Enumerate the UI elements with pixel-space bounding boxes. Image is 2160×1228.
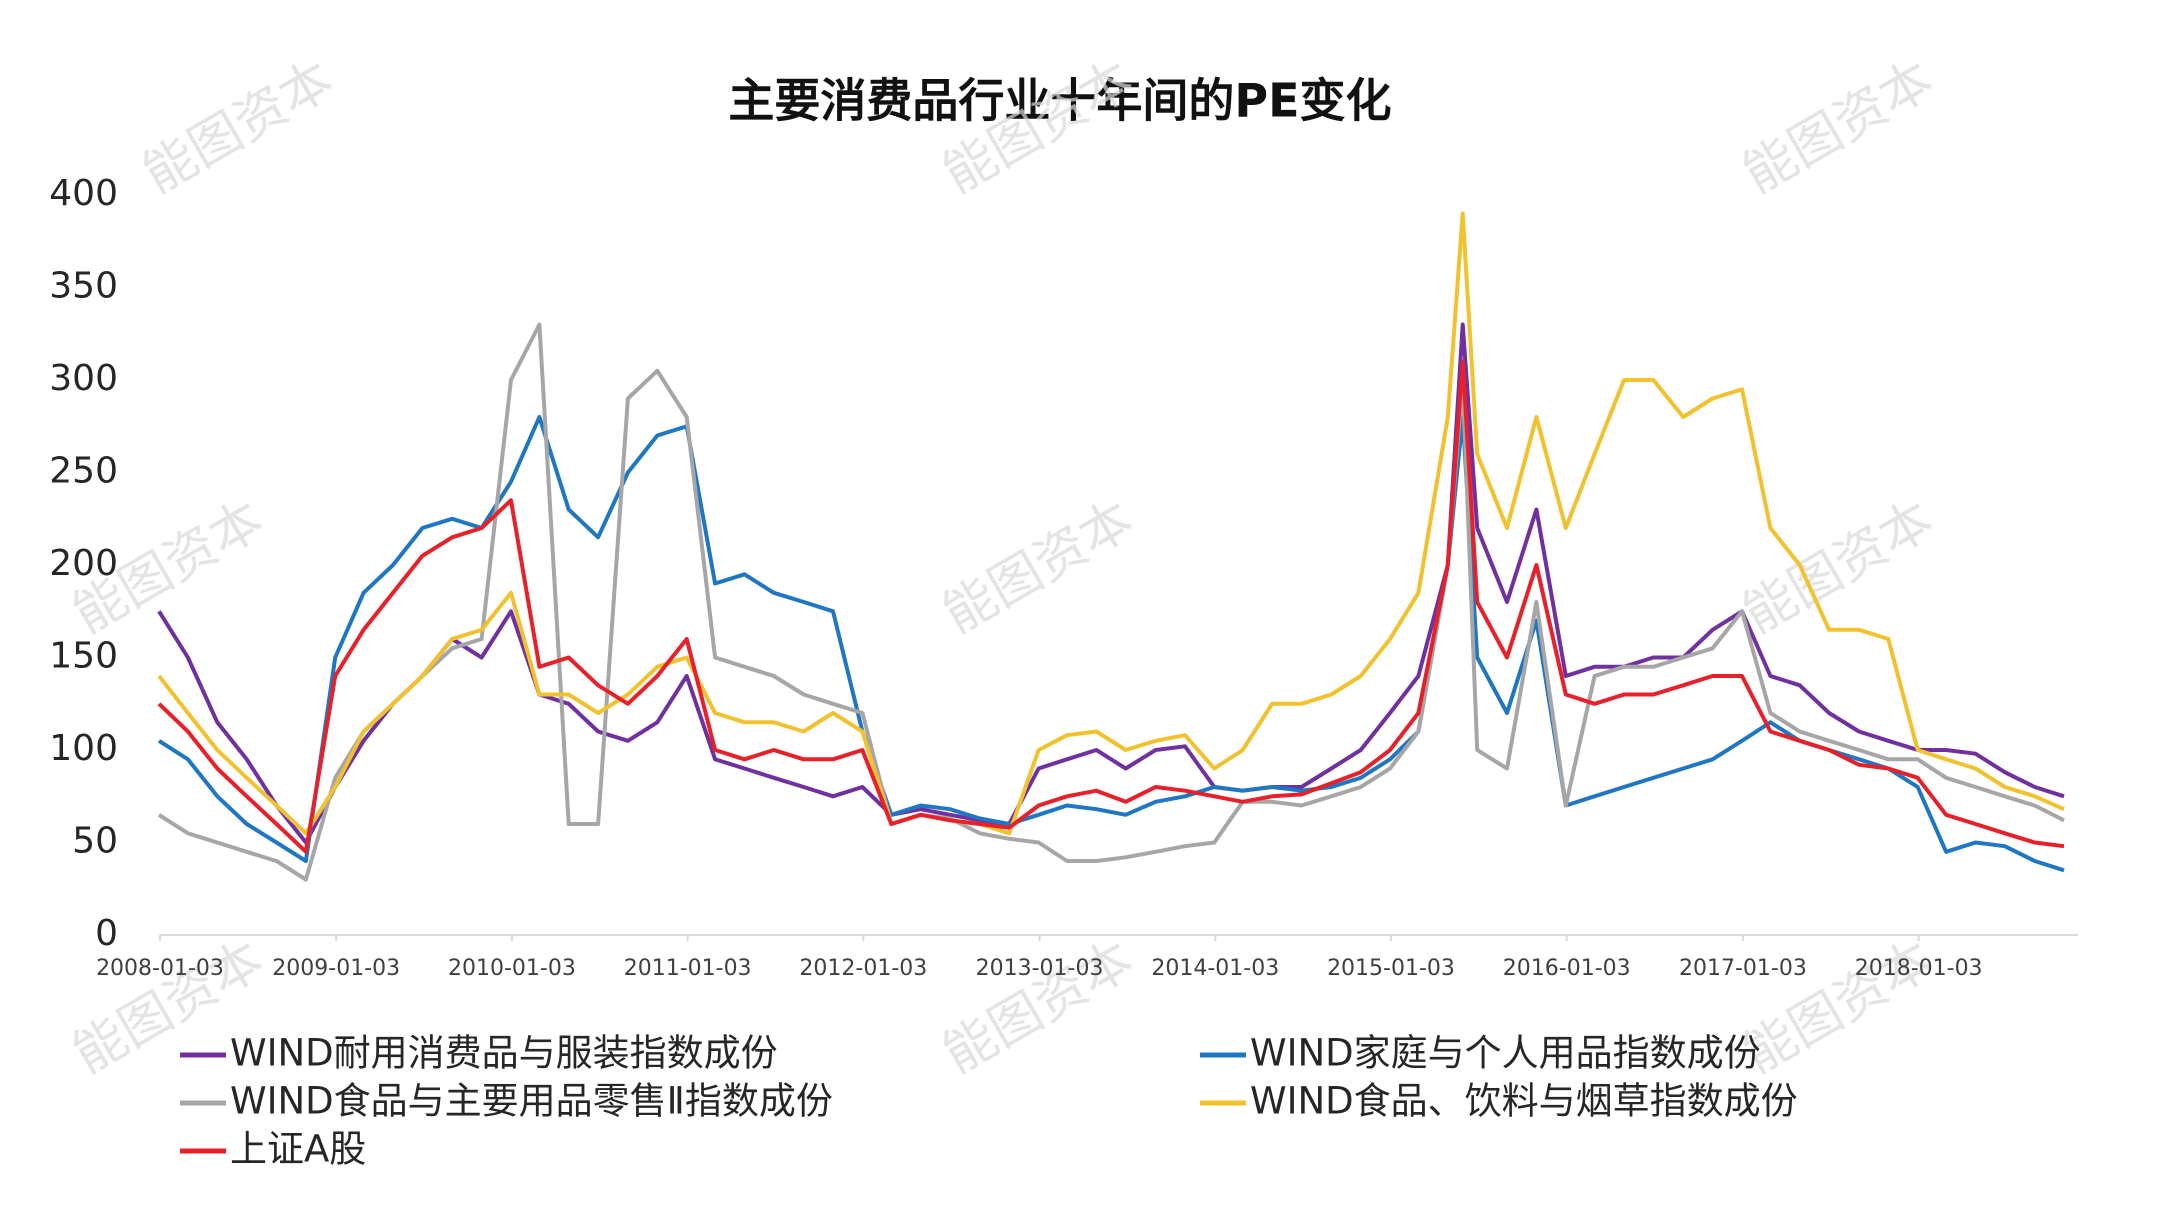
watermark: 能图资本 bbox=[1733, 489, 1943, 645]
x-tick-label: 2016-01-03 bbox=[1503, 956, 1631, 981]
x-tick-label: 2013-01-03 bbox=[976, 956, 1104, 981]
x-tick-label: 2010-01-03 bbox=[448, 956, 576, 981]
y-tick-label: 200 bbox=[49, 543, 118, 584]
y-tick-label: 50 bbox=[72, 821, 118, 862]
watermark: 能图资本 bbox=[1733, 929, 1943, 1085]
watermark: 能图资本 bbox=[1733, 49, 1943, 205]
x-tick-label: 2015-01-03 bbox=[1327, 956, 1455, 981]
x-tick-label: 2018-01-03 bbox=[1855, 956, 1983, 981]
watermark: 能图资本 bbox=[133, 49, 343, 205]
y-tick-label: 0 bbox=[95, 913, 118, 954]
y-tick-label: 250 bbox=[49, 451, 118, 492]
series-line bbox=[157, 211, 2065, 836]
y-tick-label: 100 bbox=[49, 728, 118, 769]
x-tick-label: 2012-01-03 bbox=[799, 956, 927, 981]
legend-label: WIND家庭与个人用品指数成份 bbox=[1250, 1032, 1761, 1075]
x-tick-label: 2009-01-03 bbox=[272, 956, 400, 981]
series-line bbox=[157, 322, 2065, 882]
y-tick-label: 350 bbox=[49, 266, 118, 307]
legend-label: WIND食品、饮料与烟草指数成份 bbox=[1250, 1080, 1798, 1123]
series-line bbox=[157, 415, 2065, 873]
x-tick-label: 2017-01-03 bbox=[1679, 956, 1807, 981]
watermark: 能图资本 bbox=[933, 929, 1143, 1085]
x-tick-label: 2008-01-03 bbox=[96, 956, 224, 981]
x-tick-label: 2011-01-03 bbox=[624, 956, 752, 981]
legend-label: WIND耐用消费品与服装指数成份 bbox=[230, 1032, 778, 1075]
series-line bbox=[157, 359, 2065, 854]
legend-label: WIND食品与主要用品零售Ⅱ指数成份 bbox=[230, 1080, 833, 1123]
y-tick-label: 150 bbox=[49, 636, 118, 677]
chart-title: 主要消费品行业十年间的PE变化 bbox=[728, 74, 1391, 128]
watermark: 能图资本 bbox=[933, 489, 1143, 645]
y-tick-label: 400 bbox=[49, 173, 118, 214]
y-tick-label: 300 bbox=[49, 358, 118, 399]
legend-label: 上证A股 bbox=[230, 1128, 366, 1171]
x-tick-label: 2014-01-03 bbox=[1151, 956, 1279, 981]
